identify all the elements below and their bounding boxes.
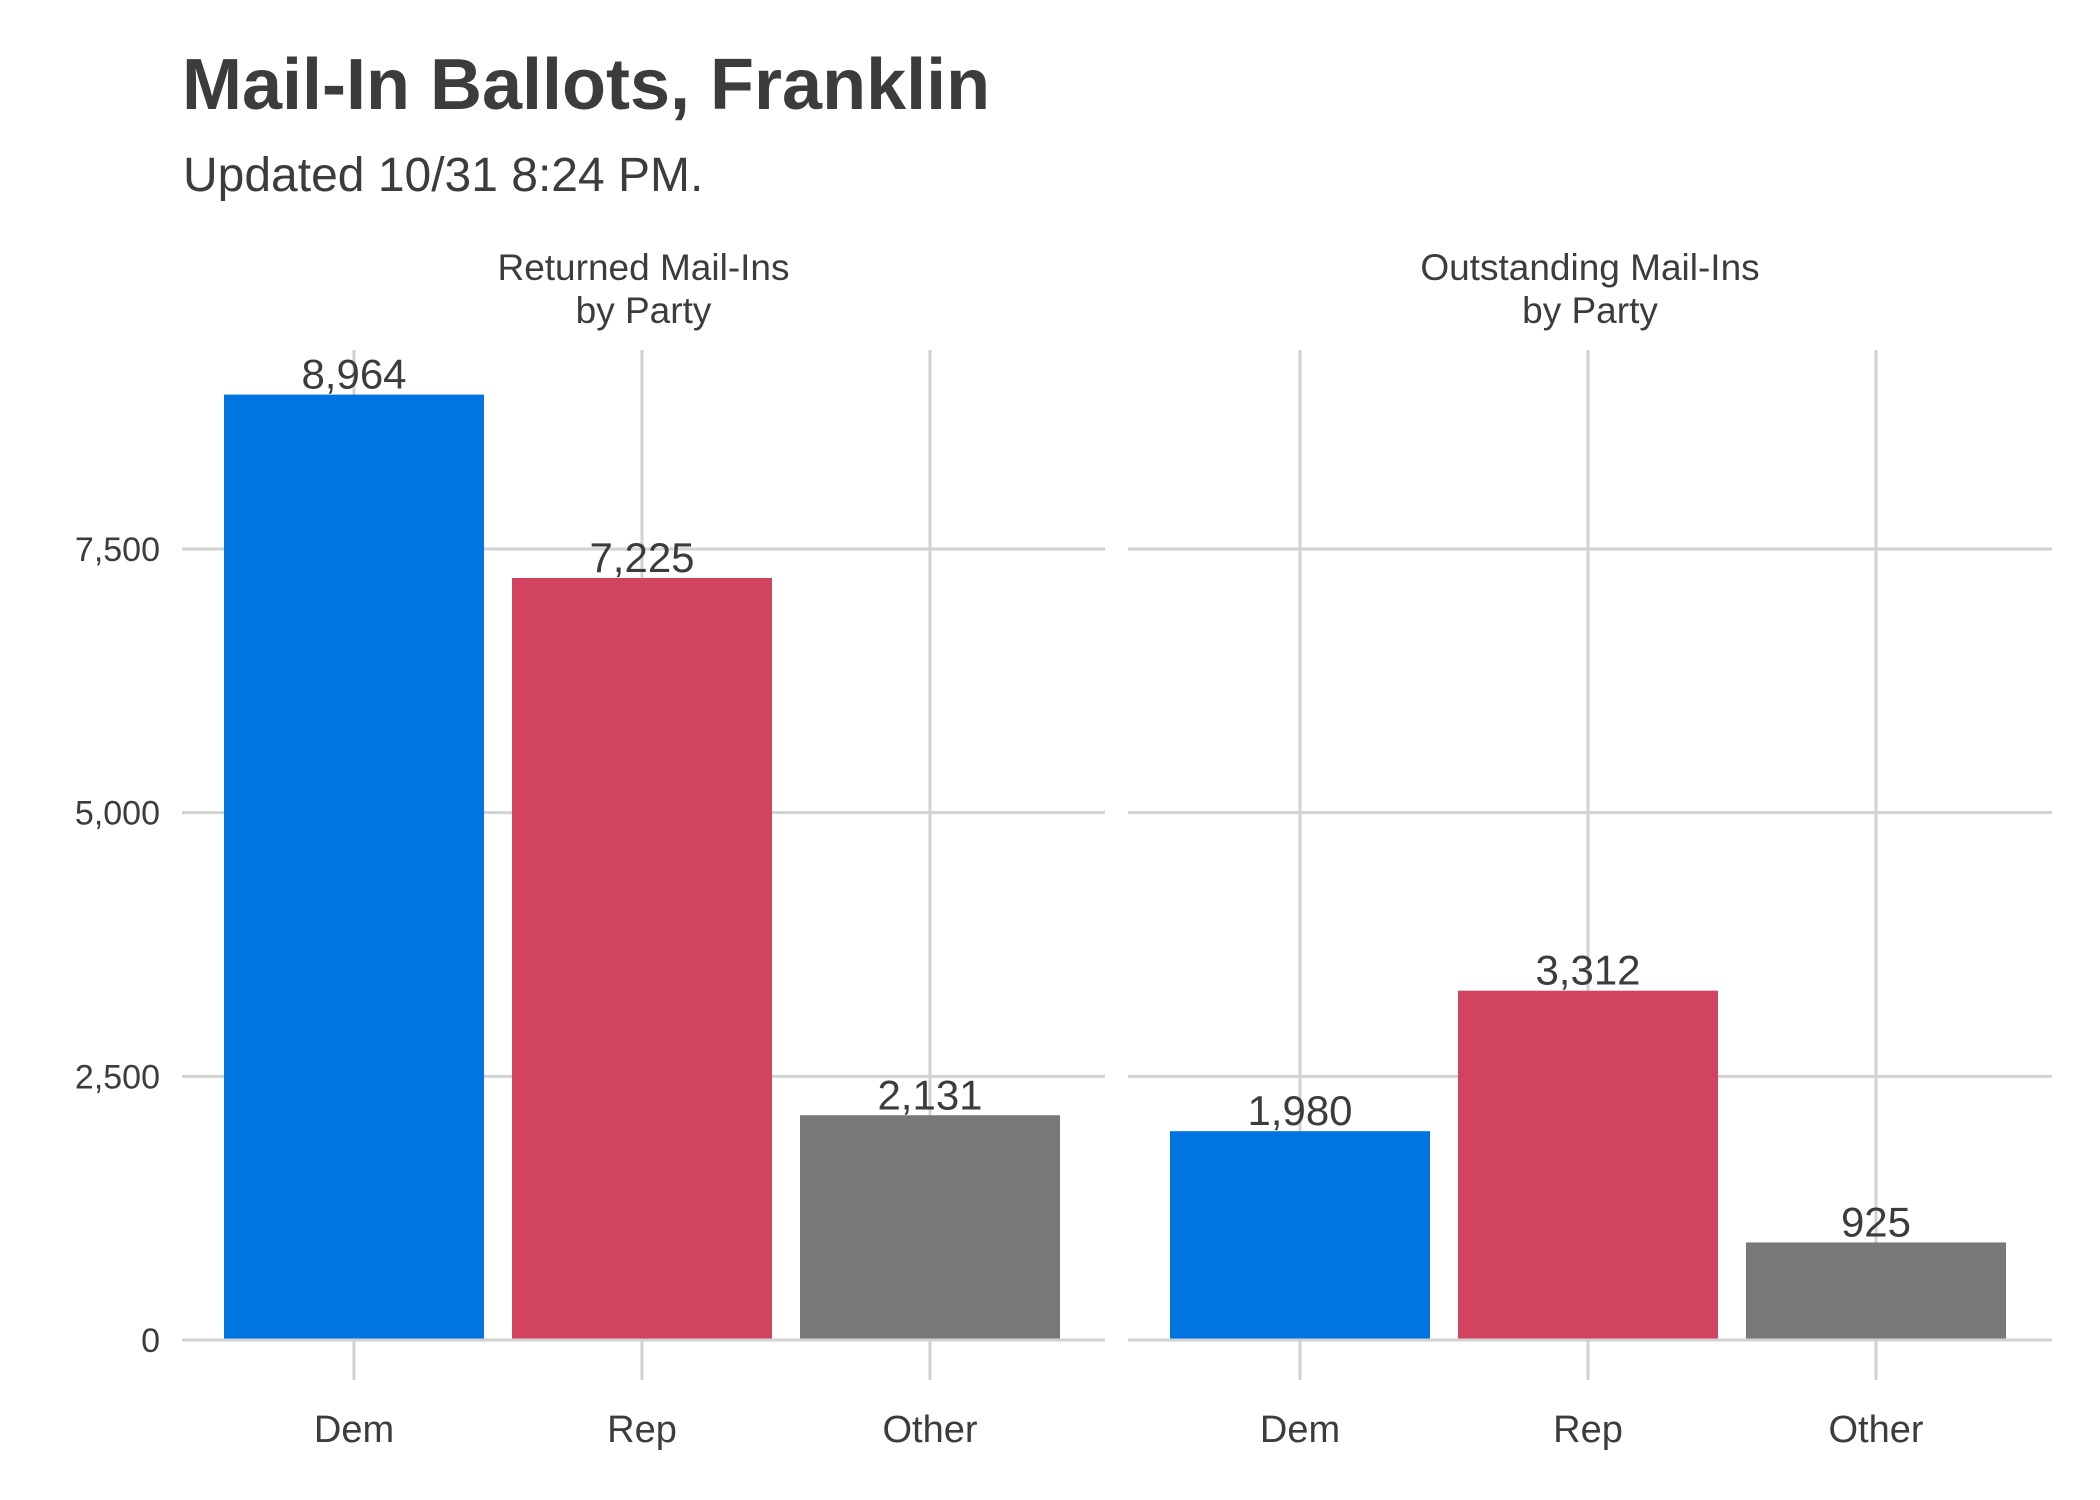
bar	[1170, 1131, 1430, 1340]
data-label: 2,131	[877, 1071, 982, 1118]
bar	[1458, 990, 1718, 1340]
panel-title: Outstanding Mail-Ins	[1420, 247, 1759, 288]
data-label: 925	[1841, 1198, 1911, 1245]
data-label: 7,225	[589, 534, 694, 581]
bar	[800, 1115, 1060, 1340]
x-tick-label: Rep	[607, 1409, 677, 1451]
bar	[512, 578, 772, 1340]
chart-subtitle: Updated 10/31 8:24 PM.	[183, 149, 704, 202]
y-tick-label: 0	[141, 1322, 160, 1360]
panel-title: by Party	[576, 290, 712, 331]
data-label: 8,964	[301, 351, 406, 398]
x-tick-label: Other	[882, 1409, 977, 1451]
x-tick-label: Dem	[314, 1409, 394, 1451]
y-tick-label: 7,500	[75, 531, 160, 569]
chart-title: Mail-In Ballots, Franklin	[182, 45, 991, 125]
bar	[224, 394, 484, 1340]
panel-title: Returned Mail-Ins	[497, 247, 789, 288]
x-tick-label: Dem	[1260, 1409, 1340, 1451]
panel-title: by Party	[1522, 290, 1658, 331]
y-tick-label: 2,500	[75, 1058, 160, 1096]
y-tick-label: 5,000	[75, 795, 160, 833]
x-tick-label: Other	[1828, 1409, 1923, 1451]
bar	[1746, 1242, 2006, 1340]
x-tick-label: Rep	[1553, 1409, 1623, 1451]
data-label: 3,312	[1535, 947, 1640, 994]
data-label: 1,980	[1247, 1087, 1352, 1134]
